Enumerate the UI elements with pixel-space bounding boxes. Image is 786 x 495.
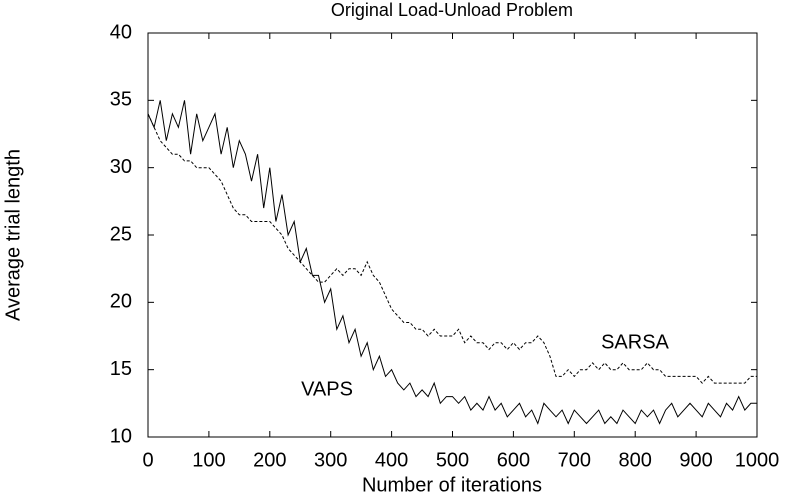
x-tick-label: 900 [679,449,712,471]
y-axis-label: Average trial length [2,149,24,321]
y-tick-label: 10 [110,425,132,447]
x-tick-label: 400 [375,449,408,471]
y-tick-label: 35 [110,89,132,111]
x-tick-label: 600 [497,449,530,471]
plot-frame [147,32,758,438]
y-tick-label: 25 [110,223,132,245]
x-tick-label: 1000 [735,449,780,471]
x-tick-label: 200 [253,449,286,471]
x-tick-label: 0 [142,449,153,471]
y-tick-label: 15 [110,358,132,380]
chart-title: Original Load-Unload Problem [331,0,573,20]
x-tick-label: 700 [558,449,591,471]
x-tick-label: 100 [192,449,225,471]
y-tick-label: 20 [110,291,132,313]
x-axis-label: Number of iterations [362,474,542,495]
x-tick-label: 300 [314,449,347,471]
y-tick-label: 30 [110,156,132,178]
x-tick-label: 500 [436,449,469,471]
y-tick-label: 40 [110,21,132,43]
series-label: VAPS [301,378,353,400]
series-line [147,100,757,425]
x-tick-label: 800 [619,449,652,471]
series-label: SARSA [601,331,669,353]
